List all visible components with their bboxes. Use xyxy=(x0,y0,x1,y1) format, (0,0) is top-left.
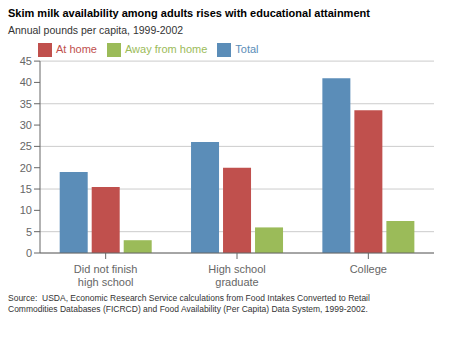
svg-text:5: 5 xyxy=(26,226,32,238)
svg-text:15: 15 xyxy=(20,183,32,195)
svg-text:0: 0 xyxy=(26,247,32,259)
html-text:Annual pounds per capita, 1999: Annual pounds per capita, 1999-2002 xyxy=(8,24,184,36)
svg-text:30: 30 xyxy=(20,119,32,131)
html-text:Total: Total xyxy=(235,43,259,55)
svg-text:45: 45 xyxy=(20,55,32,67)
svg-text:40: 40 xyxy=(20,76,32,88)
svg-text:20: 20 xyxy=(20,162,32,174)
svg-text:25: 25 xyxy=(20,140,32,152)
svg-text:10: 10 xyxy=(20,204,32,216)
html-text:Skim milk availability among a: Skim milk availability among adults rise… xyxy=(8,7,370,19)
html-text:At home: At home xyxy=(56,43,97,55)
html-text:Away from home: Away from home xyxy=(125,43,208,55)
svg-text:College: College xyxy=(350,263,387,275)
svg-text:High schoolgraduate: High schoolgraduate xyxy=(208,263,265,288)
html-text:Source: USDA, Economic Researc: Source: USDA, Economic Research Service … xyxy=(8,293,370,314)
svg-text:Did not finishhigh school: Did not finishhigh school xyxy=(74,263,138,288)
svg-text:35: 35 xyxy=(20,98,32,110)
